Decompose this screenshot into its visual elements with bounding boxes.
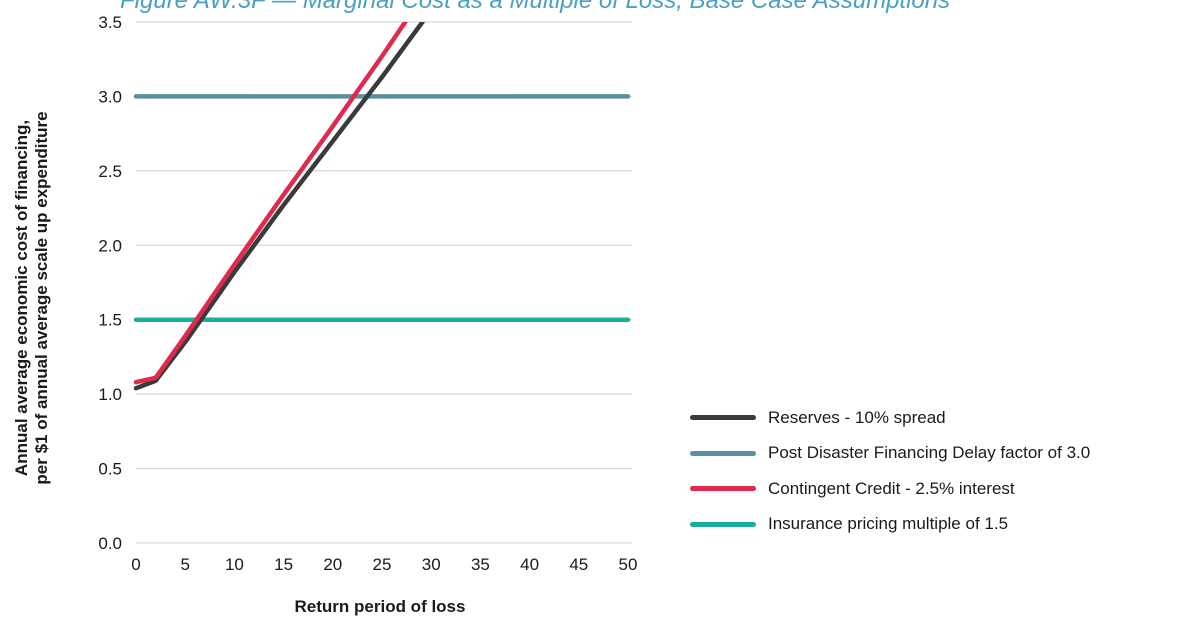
x-tick-label: 5 [180,555,189,574]
x-tick-label: 15 [274,555,293,574]
legend-label-post-disaster: Post Disaster Financing Delay factor of … [768,443,1091,463]
y-tick-label: 3.0 [98,87,122,106]
y-tick-label: 0.5 [98,460,122,479]
legend-swatch-reserves [690,415,756,421]
y-axis-title-line-1: Annual average economic cost of financin… [12,119,31,477]
legend-swatch-insurance [690,521,756,527]
x-tick-label: 0 [131,555,140,574]
x-tick-label: 45 [569,555,588,574]
legend-item-insurance: Insurance pricing multiple of 1.5 [690,507,1090,543]
x-axis-title: Return period of loss [294,597,466,616]
figure-title: Figure AW.3F — Marginal Cost as a Multip… [120,0,951,14]
x-tick-label: 30 [422,555,441,574]
x-tick-label: 35 [471,555,490,574]
legend-label-contingent-credit: Contingent Credit - 2.5% interest [768,478,1015,498]
x-tick-label: 25 [373,555,392,574]
legend-swatch-contingent-credit [690,486,756,492]
y-tick-label: 1.5 [98,311,122,330]
y-tick-label: 2.0 [98,236,122,255]
y-tick-labels: 0.0 0.5 1.0 1.5 2.0 2.5 3.0 3.5 [98,13,122,553]
y-axis-title: Annual average economic cost of financin… [12,111,52,484]
legend-item-contingent-credit: Contingent Credit - 2.5% interest [690,471,1090,507]
y-tick-label: 3.5 [98,13,122,32]
legend-item-reserves: Reserves - 10% spread [690,400,1090,436]
x-tick-label: 50 [619,555,638,574]
x-tick-labels: 0 5 10 15 20 25 30 35 40 45 50 [131,555,637,574]
legend-swatch-post-disaster [690,450,756,456]
grid-lines [136,21,632,544]
y-tick-label: 0.0 [98,534,122,553]
legend-item-post-disaster: Post Disaster Financing Delay factor of … [690,436,1090,472]
y-tick-label: 2.5 [98,162,122,181]
y-axis-title-line-2: per $1 of annual average scale up expend… [32,111,51,485]
legend-label-reserves: Reserves - 10% spread [768,407,946,427]
series-lines [133,22,631,391]
legend-label-insurance: Insurance pricing multiple of 1.5 [768,514,1009,534]
legend: Reserves - 10% spread Post Disaster Fina… [690,400,1090,542]
x-tick-label: 10 [225,555,244,574]
series-line-0 [133,22,426,391]
x-tick-label: 40 [520,555,539,574]
y-tick-label: 1.0 [98,385,122,404]
series-line-2 [133,22,408,385]
x-tick-label: 20 [323,555,342,574]
